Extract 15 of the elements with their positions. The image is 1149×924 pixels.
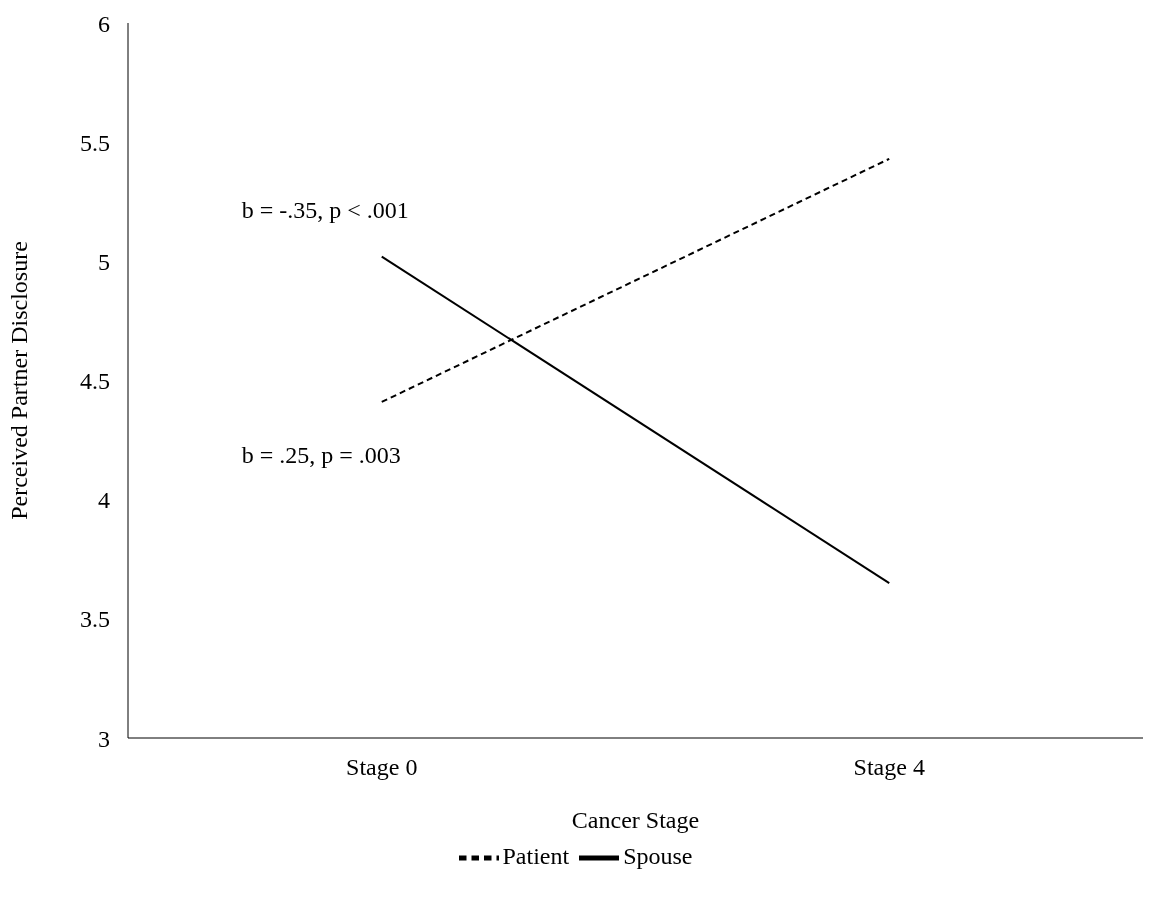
legend-label: Spouse: [623, 842, 693, 869]
y-axis-title: Perceived Partner Disclosure: [5, 241, 32, 520]
x-tick-label: Stage 0: [346, 754, 418, 781]
y-tick-label: 6: [98, 10, 110, 37]
y-tick-label: 3.5: [80, 606, 110, 633]
y-tick-label: 5.5: [80, 129, 110, 156]
y-tick-label: 4: [98, 487, 110, 514]
annotation: b = .25, p = .003: [241, 441, 401, 469]
annotation: b = -.35, p < .001: [241, 196, 409, 224]
y-tick-label: 5: [98, 248, 110, 275]
legend-label: Patient: [502, 842, 570, 869]
y-tick-label: 3: [98, 725, 110, 752]
x-tick-label: Stage 4: [853, 754, 925, 781]
y-tick-label: 4.5: [80, 368, 110, 395]
x-axis-title: Cancer Stage: [571, 807, 700, 833]
